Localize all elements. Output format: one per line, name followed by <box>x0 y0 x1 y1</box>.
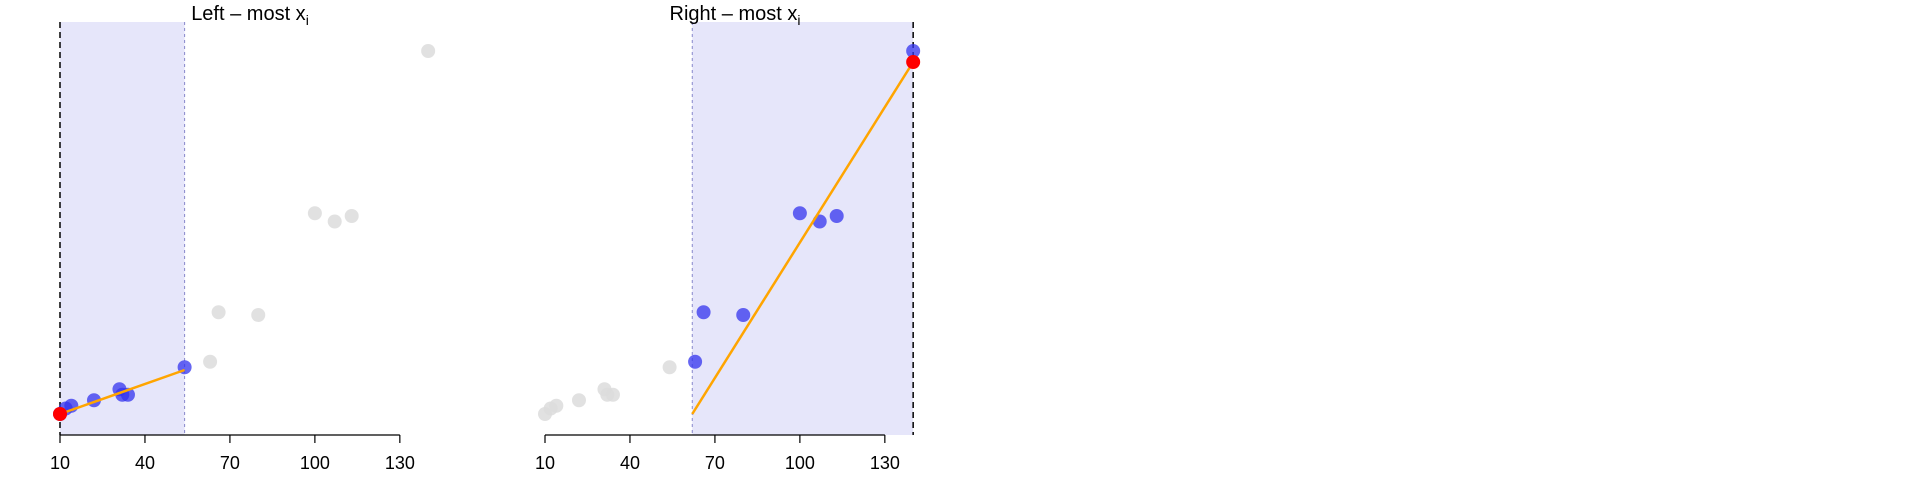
data-point <box>571 393 586 408</box>
data-point <box>421 44 436 58</box>
window-region <box>60 22 185 435</box>
x-tick-label: 130 <box>870 453 900 473</box>
data-point <box>696 305 711 320</box>
data-point <box>251 308 266 322</box>
target-point <box>906 55 921 69</box>
data-point <box>906 44 921 58</box>
data-point <box>736 308 751 322</box>
data-point <box>605 387 620 402</box>
data-point <box>688 354 703 369</box>
target-point <box>53 407 67 421</box>
x-tick-label: 130 <box>385 453 415 473</box>
x-tick-label: 40 <box>135 453 155 473</box>
data-point <box>662 360 677 375</box>
window-region <box>692 22 914 435</box>
data-point <box>211 305 226 320</box>
x-tick-label: 100 <box>300 453 330 473</box>
panel-title: Left – most xi <box>191 3 309 28</box>
data-point <box>344 209 359 223</box>
panel-title: Right – most xi <box>670 3 801 28</box>
data-point <box>792 206 807 221</box>
right-most-panel: 10 40 70 100 130 Right – most xi <box>535 3 921 473</box>
data-point <box>549 398 564 413</box>
x-tick-label: 40 <box>620 453 640 473</box>
x-tick-label: 100 <box>785 453 815 473</box>
x-tick-label: 70 <box>705 453 725 473</box>
x-tick-label: 70 <box>220 453 240 473</box>
x-tick-label: 10 <box>535 453 555 473</box>
data-point <box>203 354 218 369</box>
left-most-panel: 10 40 70 100 130 Left – most xi <box>50 3 436 473</box>
fit-line <box>691 61 915 415</box>
fit-line <box>59 368 186 416</box>
x-tick-label: 10 <box>50 453 70 473</box>
data-point <box>829 209 844 223</box>
data-point <box>327 214 342 229</box>
data-point <box>307 206 322 221</box>
